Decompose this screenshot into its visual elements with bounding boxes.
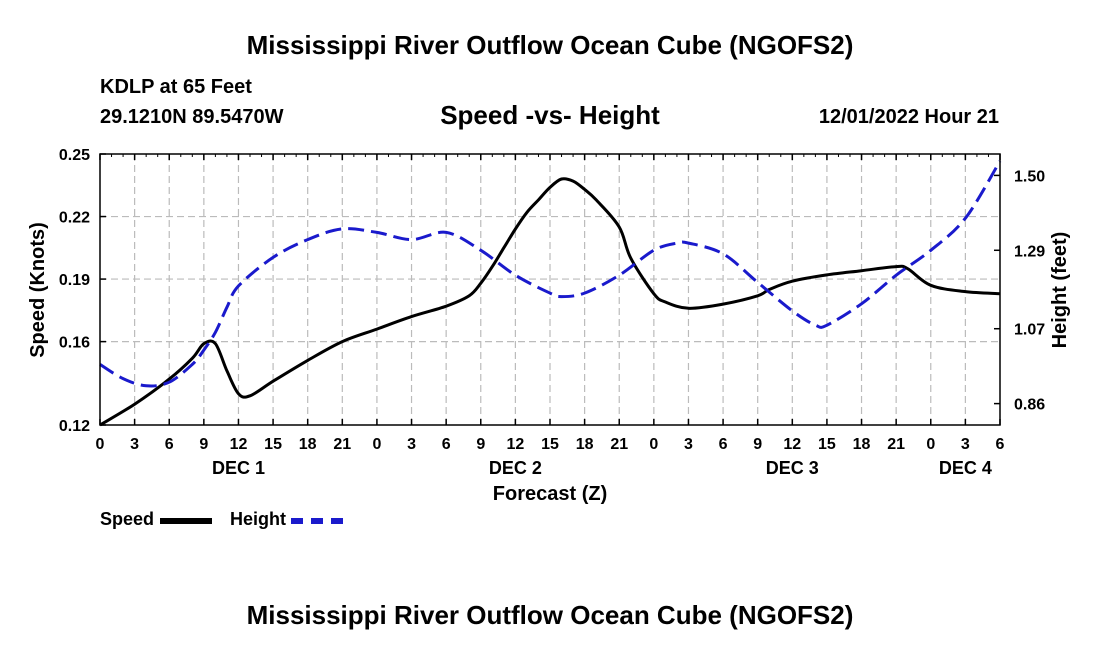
x-day-label: DEC 2 [489, 458, 542, 478]
y2-tick-label: 0.86 [1014, 397, 1045, 414]
x-tick-label: 3 [961, 436, 970, 453]
x-tick-label: 15 [818, 436, 836, 453]
x-tick-label: 0 [96, 436, 105, 453]
x-day-label: DEC 4 [939, 458, 992, 478]
y2-axis-label: Height (feet) [1049, 232, 1071, 349]
speed-height-chart: 0 3 6 9 12 15 18 21 0 3 6 9 12 15 18 21 0 3 6 9 12 15 18 21 0 3 6D… [27, 147, 1071, 505]
x-tick-label: 0 [649, 436, 658, 453]
x-tick-label: 9 [476, 436, 485, 453]
x-tick-label: 9 [199, 436, 208, 453]
station-label: KDLP at 65 Feet [100, 76, 252, 98]
x-tick-label: 6 [165, 436, 174, 453]
x-tick-label: 15 [541, 436, 559, 453]
y-tick-label: 0.12 [59, 418, 90, 435]
legend-height-swatch [291, 518, 343, 524]
main-title: Mississippi River Outflow Ocean Cube (NG… [246, 30, 854, 60]
grid-lines [100, 154, 1000, 425]
legend-speed-label: Speed [100, 509, 155, 529]
x-tick-label: 3 [130, 436, 139, 453]
legend-speed-swatch [160, 518, 212, 524]
x-tick-label: 21 [887, 436, 905, 453]
series-line-height [99, 160, 1002, 388]
footer-title: Mississippi River Outflow Ocean Cube (NG… [246, 600, 854, 630]
y-tick-label: 0.25 [59, 147, 90, 164]
x-tick-label: 3 [407, 436, 416, 453]
x-tick-label: 0 [926, 436, 935, 453]
x-tick-label: 9 [753, 436, 762, 453]
x-tick-label: 12 [783, 436, 801, 453]
y-tick-label: 0.22 [59, 210, 90, 227]
x-tick-label: 0 [372, 436, 381, 453]
series-line-speed [99, 177, 1001, 427]
forecast-datetime: 12/01/2022 Hour 21 [818, 106, 999, 128]
y2-tick-label: 1.07 [1014, 322, 1045, 339]
x-tick-label: 21 [333, 436, 351, 453]
y-tick-label: 0.16 [59, 335, 90, 352]
x-tick-label: 18 [299, 436, 317, 453]
x-tick-label: 18 [576, 436, 594, 453]
x-tick-label: 6 [719, 436, 728, 453]
x-day-label: DEC 1 [212, 458, 265, 478]
x-tick-label: 21 [610, 436, 628, 453]
legend-height-label: Height [230, 509, 286, 529]
x-tick-label: 12 [506, 436, 524, 453]
y2-tick-label: 1.29 [1014, 243, 1045, 260]
x-tick-label: 6 [442, 436, 451, 453]
x-tick-label: 12 [230, 436, 248, 453]
x-tick-label: 3 [684, 436, 693, 453]
x-day-label: DEC 3 [766, 458, 819, 478]
station-coords: 29.1210N 89.5470W [100, 106, 284, 128]
y-axis-label: Speed (Knots) [27, 222, 49, 358]
x-tick-label: 6 [996, 436, 1005, 453]
x-tick-label: 15 [264, 436, 282, 453]
x-axis-label: Forecast (Z) [493, 483, 607, 505]
chart-title: Speed -vs- Height [440, 100, 660, 130]
y-tick-label: 0.19 [59, 272, 90, 289]
x-tick-label: 18 [853, 436, 871, 453]
series-lines [99, 160, 1002, 427]
y2-tick-label: 1.50 [1014, 168, 1045, 185]
axes: 0 3 6 9 12 15 18 21 0 3 6 9 12 15 18 21 0 3 6 9 12 15 18 21 0 3 6D… [59, 147, 1045, 478]
